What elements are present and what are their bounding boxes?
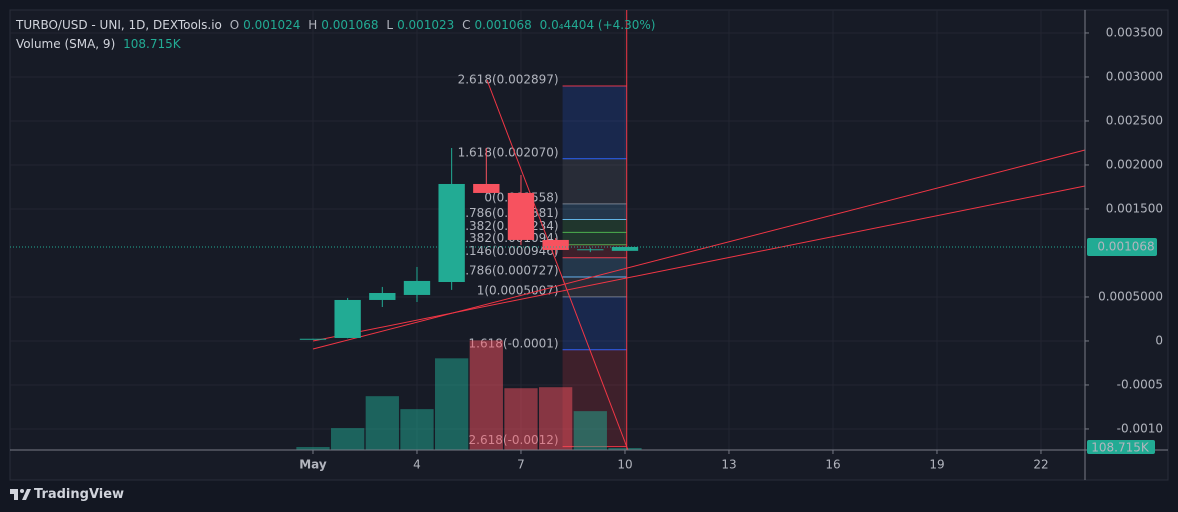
y-tick-label: 0.003500 (1106, 25, 1163, 39)
y-tick-label: -0.0005 (1117, 377, 1163, 391)
volume-pane (296, 340, 642, 450)
candle-body (577, 249, 604, 251)
volume-bar (539, 387, 573, 450)
y-tick-label: 0.003000 (1106, 69, 1163, 83)
candle-body (542, 239, 569, 250)
fib-band (562, 244, 627, 258)
logo-part (22, 489, 31, 500)
x-tick-label: 22 (1033, 458, 1048, 472)
volume-bar (365, 396, 399, 450)
candle-body (403, 280, 431, 295)
last-price-box (1087, 237, 1157, 256)
logo-part (20, 489, 24, 493)
fib-label: 2.618(0.002897) (458, 73, 559, 87)
close-value: 0.001068 (474, 18, 532, 32)
x-tick-label: May (299, 458, 327, 472)
trend-lines (312, 79, 1086, 451)
logo-part (14, 489, 18, 500)
candle-body (369, 293, 396, 300)
ohlc-letter: H (308, 18, 318, 32)
fib-label: 1(0.0005007) (477, 283, 559, 297)
fib-band (562, 203, 627, 220)
change: 0.0₄4404 (+4.30%) (539, 18, 656, 32)
fib-band (562, 232, 627, 245)
trend-line (312, 149, 1086, 350)
volume-bar (608, 448, 642, 450)
fib-band (562, 257, 627, 277)
y-tick-label: 0.0005000 (1098, 289, 1163, 303)
volume-title: Volume (SMA, 9) (16, 37, 116, 51)
volume-bar (504, 388, 538, 450)
footer: TradingView (34, 487, 125, 502)
legend: TURBO/USD - UNI, 1D, DEXTools.io O 0.0010… (16, 16, 659, 54)
fib-label: .786(0.000727) (465, 263, 558, 277)
price-legend: TURBO/USD - UNI, 1D, DEXTools.io O 0.0010… (16, 16, 659, 35)
volume-bar (469, 340, 503, 450)
x-tick-label: 4 (413, 458, 421, 472)
volume-bar (296, 447, 330, 450)
ohlc-letter: O (229, 18, 240, 32)
fib-band (562, 219, 627, 233)
fib-band (562, 276, 627, 297)
low-value: 0.001023 (397, 18, 455, 32)
high-value: 0.001068 (321, 18, 379, 32)
volume-bar (331, 428, 365, 450)
last-price-label: 0.001068 (1097, 239, 1154, 253)
open-value: 0.001024 (243, 18, 301, 32)
x-tick-label: 13 (721, 458, 736, 472)
volume-legend: Volume (SMA, 9) 108.715K (16, 35, 659, 54)
candle-body (611, 246, 639, 251)
fib-label: .146(0.000946) (465, 244, 558, 258)
y-tick-label: 0.002500 (1106, 113, 1163, 127)
fib-label: 1.618(0.002070) (458, 145, 559, 159)
volume-box (1087, 440, 1155, 455)
fib-band (562, 86, 627, 159)
ohlc-letter: L (386, 18, 394, 32)
x-tick-label: 7 (517, 458, 525, 472)
x-tick-label: 10 (617, 458, 632, 472)
volume-bar (573, 411, 607, 450)
symbol-title: TURBO/USD - UNI, 1D, DEXTools.io (16, 18, 222, 32)
y-tick-label: 0.001500 (1106, 201, 1163, 215)
candle-body (473, 183, 500, 193)
trend-line (486, 79, 629, 451)
volume-bar (400, 409, 434, 450)
y-tick-label: 0.002000 (1106, 157, 1163, 171)
tradingview-logo (10, 489, 31, 500)
volume-bar (435, 358, 469, 450)
ohlc-letter: C (462, 18, 471, 32)
candles (10, 147, 1085, 340)
fib-band (562, 158, 627, 204)
axes: 0.003500 0.003000 0.002500 0.002000 0.001500… (10, 10, 1168, 480)
candle-body (299, 338, 327, 340)
x-tick-label: 19 (929, 458, 944, 472)
volume-axis-label: 108.715K (1091, 441, 1150, 455)
y-tick-label: 0 (1155, 333, 1163, 347)
volume-value: 108.715K (123, 37, 181, 51)
candle-body (334, 299, 361, 338)
candle-body (438, 183, 465, 283)
x-tick-label: 16 (825, 458, 840, 472)
trend-line (312, 185, 1086, 342)
candle-body (507, 192, 535, 240)
y-tick-label: -0.0010 (1117, 421, 1163, 435)
